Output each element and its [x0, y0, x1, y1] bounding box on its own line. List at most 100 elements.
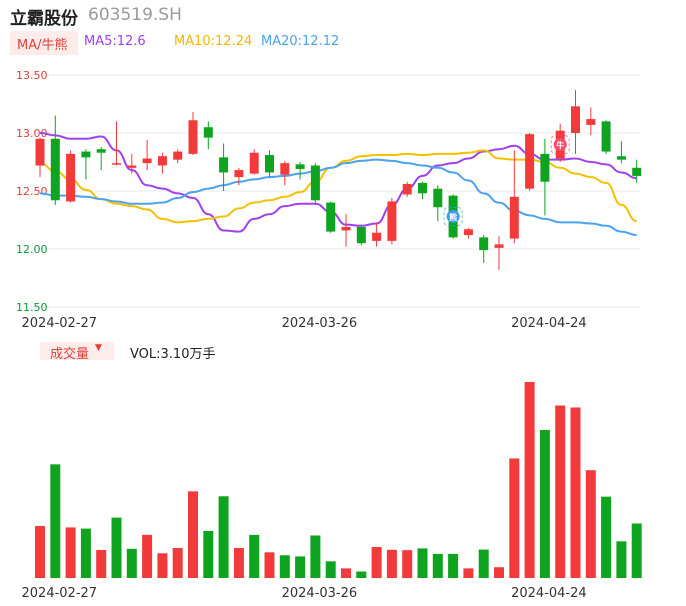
- candle-body: [356, 226, 366, 244]
- volume-bar: [524, 382, 535, 578]
- candle-body: [173, 151, 183, 160]
- candle-body: [341, 226, 351, 231]
- volume-bar: [157, 553, 168, 578]
- volume-bar: [188, 491, 198, 578]
- volume-bar: [386, 549, 397, 578]
- volume-bar: [203, 530, 214, 578]
- candle-body: [525, 134, 535, 189]
- candle-body: [372, 232, 382, 241]
- bull-icon-frame: [550, 135, 570, 155]
- volume-bar: [371, 547, 382, 578]
- volume-indicator-label: 成交量: [50, 347, 90, 362]
- moving-average-lines: [39, 132, 637, 237]
- candle-body: [96, 149, 106, 153]
- x-tick-label: 2024-02-27: [22, 586, 98, 601]
- volume-bar: [631, 523, 642, 578]
- volume-bar: [463, 568, 474, 578]
- price-grid: [30, 74, 640, 308]
- stock-code: 603519.SH: [88, 5, 182, 25]
- bull-icon: [553, 138, 567, 152]
- candle-body: [387, 201, 397, 241]
- candle-body: [632, 167, 642, 176]
- volume-bar: [341, 568, 351, 578]
- volume-bar: [601, 496, 612, 578]
- candle-body: [142, 158, 152, 164]
- y-tick-label: 13.00: [16, 127, 48, 140]
- volume-bar: [80, 528, 91, 578]
- x-tick-label: 2024-03-26: [282, 316, 358, 331]
- candle-body: [509, 196, 519, 239]
- price-y-axis: 13.50 13.00 12.50 12.00 11.50: [16, 69, 48, 314]
- candle-body: [616, 156, 626, 160]
- volume-bar: [432, 553, 443, 578]
- volume-indicator-dropdown[interactable]: 成交量 ▼: [40, 342, 114, 362]
- candle-body: [280, 163, 290, 175]
- volume-bar: [616, 541, 627, 578]
- candle-body: [295, 164, 305, 169]
- bear-icon-frame: [443, 207, 463, 227]
- volume-bar: [417, 548, 428, 578]
- volume-x-axis: 2024-02-27 2024-03-26 2024-04-24: [22, 586, 587, 601]
- ma10-legend: MA10:12.24: [174, 34, 253, 49]
- volume-bar: [50, 464, 61, 578]
- price-x-axis: 2024-02-27 2024-03-26 2024-04-24: [22, 316, 587, 331]
- candle-body: [35, 138, 45, 166]
- candle-body: [326, 202, 336, 232]
- volume-bar: [142, 534, 153, 578]
- y-tick-label: 12.00: [16, 243, 48, 256]
- candle-body: [249, 152, 259, 174]
- y-tick-label: 13.50: [16, 69, 48, 82]
- volume-bar: [539, 430, 550, 578]
- ma20-line: [39, 158, 637, 237]
- volume-bar: [494, 567, 504, 578]
- candle-body: [50, 138, 60, 201]
- y-tick-label: 11.50: [16, 301, 48, 314]
- candle-body: [234, 170, 244, 178]
- candle-body: [540, 153, 550, 182]
- volume-bar: [325, 561, 336, 578]
- x-tick-label: 2024-03-26: [282, 586, 358, 601]
- candle-body: [66, 153, 76, 202]
- candle-body: [479, 237, 489, 251]
- candle-body: [433, 188, 443, 208]
- y-tick-label: 12.50: [16, 185, 48, 198]
- volume-bar: [233, 548, 244, 578]
- candle-body: [494, 244, 504, 248]
- volume-bar: [310, 535, 321, 578]
- stock-name: 立霸股份: [10, 9, 78, 29]
- candle-body: [571, 106, 580, 133]
- candle-body: [418, 182, 427, 194]
- volume-bar: [65, 527, 76, 578]
- ma-selector-button[interactable]: MA/牛熊: [10, 31, 78, 55]
- volume-bar: [218, 496, 229, 578]
- volume-bar: [478, 549, 489, 578]
- candle-body: [402, 184, 412, 195]
- volume-bar: [264, 552, 275, 578]
- candle-body: [203, 127, 213, 138]
- volume-bar: [249, 534, 260, 578]
- bear-icon: [446, 210, 460, 224]
- volume-bar: [585, 470, 596, 578]
- volume-bar: [111, 517, 122, 578]
- candle-body: [265, 155, 274, 173]
- chevron-down-icon: ▼: [95, 343, 102, 353]
- candle-body: [127, 165, 137, 168]
- volume-bars: [35, 382, 642, 578]
- candle-body: [112, 163, 121, 165]
- bull-icon-text: 牛: [556, 140, 564, 150]
- volume-bar: [555, 405, 566, 578]
- candle-body: [586, 119, 596, 125]
- volume-value: VOL:3.10万手: [130, 347, 216, 362]
- candle-body: [157, 156, 167, 166]
- ma5-line: [39, 132, 637, 233]
- volume-bar: [96, 549, 107, 578]
- volume-bar: [570, 407, 581, 578]
- candle-body: [188, 120, 198, 154]
- ma20-legend: MA20:12.12: [261, 34, 340, 49]
- volume-bar: [448, 553, 459, 578]
- bear-icon-text: 熊: [449, 212, 457, 222]
- candle-body: [601, 121, 611, 152]
- signal-markers: 熊牛: [443, 135, 570, 227]
- volume-bar: [126, 548, 137, 578]
